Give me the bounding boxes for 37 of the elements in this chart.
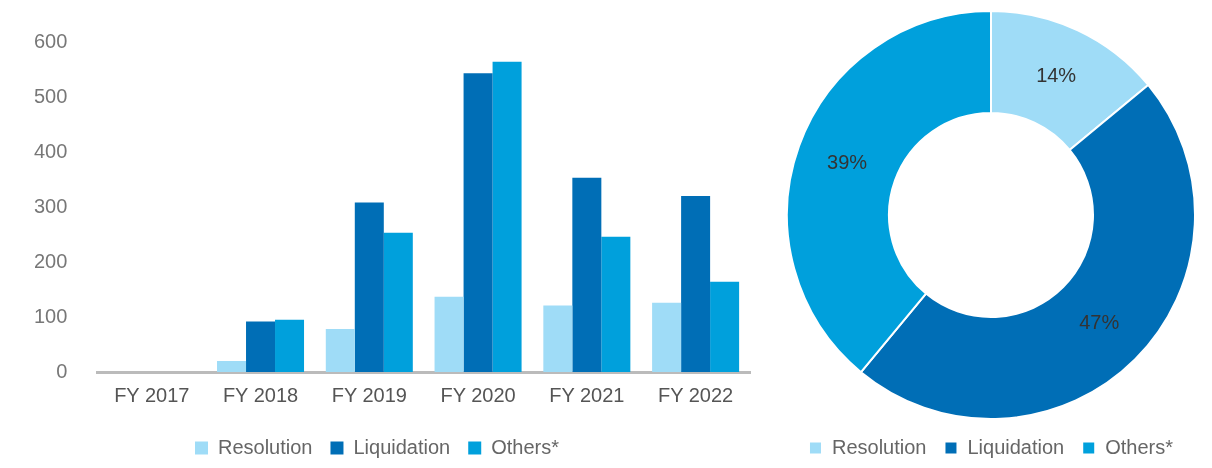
y-tick-label: 300 xyxy=(33,194,68,217)
bar xyxy=(572,177,602,372)
x-tick-label: FY 2018 xyxy=(222,383,299,406)
x-tick-label: FY 2021 xyxy=(549,383,625,406)
y-tick-label: 200 xyxy=(33,249,68,272)
x-tick-label: FY 2020 xyxy=(440,383,516,406)
legend-label: Resolution xyxy=(217,435,313,458)
bar xyxy=(710,281,740,372)
bar xyxy=(492,61,522,372)
y-tick-label: 0 xyxy=(56,359,68,382)
x-tick-label: FY 2019 xyxy=(331,383,407,406)
x-tick-label: FY 2017 xyxy=(114,383,190,406)
legend-label: Others* xyxy=(1105,435,1174,458)
bar xyxy=(246,321,276,372)
bar xyxy=(354,202,384,372)
bar xyxy=(543,305,573,372)
x-tick-label: FY 2022 xyxy=(657,383,734,406)
y-tick-label: 500 xyxy=(33,84,68,107)
bar xyxy=(601,236,631,372)
y-tick-label: 400 xyxy=(33,139,68,162)
data-label: 47% xyxy=(1079,310,1120,333)
bar xyxy=(217,361,247,372)
bar xyxy=(325,329,355,372)
data-label: 39% xyxy=(827,150,868,173)
y-tick-label: 600 xyxy=(33,29,68,52)
data-label: 14% xyxy=(1036,64,1077,87)
bar xyxy=(383,232,413,372)
y-tick-label: 100 xyxy=(33,304,68,327)
legend-label: Liquidation xyxy=(967,435,1065,458)
bar xyxy=(463,73,493,372)
bar xyxy=(652,302,682,372)
legend-label: Resolution xyxy=(831,435,927,458)
legend-label: Others* xyxy=(491,435,560,458)
bar xyxy=(434,296,464,372)
bar xyxy=(681,196,711,372)
bar xyxy=(275,319,305,372)
legend-label: Liquidation xyxy=(353,435,451,458)
